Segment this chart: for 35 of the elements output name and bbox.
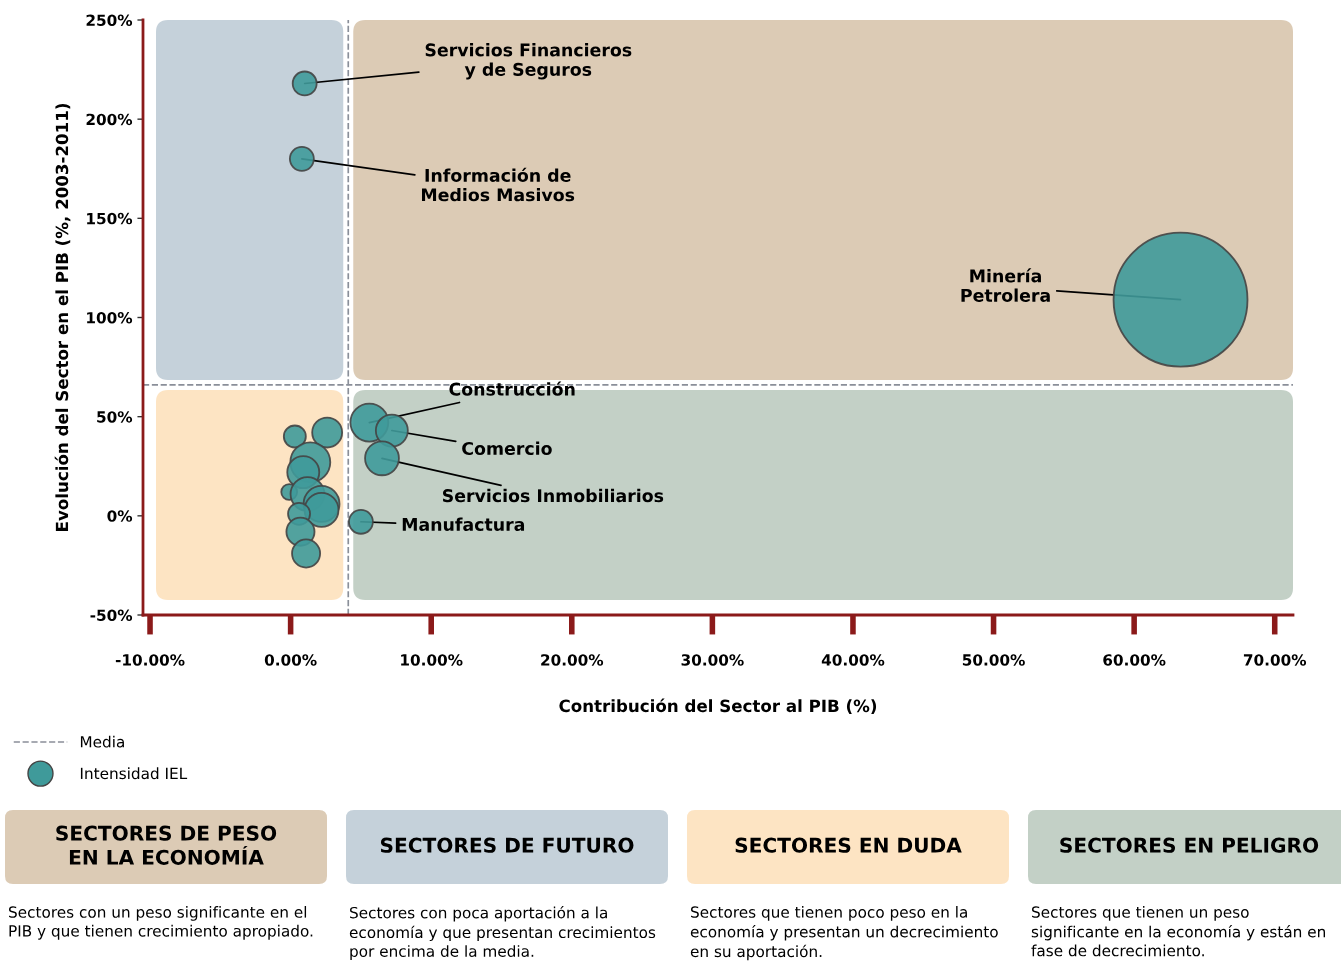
annotation: Servicios Inmobiliarios — [442, 488, 664, 503]
annotation: Comercio — [462, 441, 552, 456]
text: Sectores con un peso significante en el PIB y que tienen crecimiento apropiado. — [9, 906, 313, 940]
legend-label: Intensidad IEL — [80, 767, 188, 780]
text: SECTORES DE PESO EN LA ECONOMÍA — [56, 825, 277, 865]
legend-label: Media — [80, 735, 124, 748]
y-tick-label: 250% — [86, 14, 133, 27]
text: Sectores que tienen un peso significante en la economía y están en fase de decrecimiento. — [1031, 906, 1325, 957]
x-tick-label: 10.00% — [401, 654, 463, 666]
text: Sectores que tienen poco peso en la economía y presentan un decrecimiento en su aportación. — [690, 906, 998, 961]
y-tick-label: 100% — [87, 311, 133, 324]
annotation: Información de Medios Masivos — [422, 167, 575, 202]
x-tick-label: 40.00% — [821, 654, 885, 666]
y-tick-label: 200% — [86, 113, 133, 126]
annotation: Construcción — [449, 381, 575, 396]
y-tick-label: 50% — [97, 411, 133, 423]
y-axis-title: Evolución del Sector en el PIB (%, 2003-2011) — [54, 104, 71, 531]
text: SECTORES EN PELIGRO — [1060, 837, 1319, 853]
annotation: Manufactura — [402, 517, 525, 531]
x-tick-label: -10.00% — [115, 654, 185, 666]
text: Sectores con poca aportación a la economía y que presentan crecimientos por encima de la media. — [349, 906, 656, 960]
y-tick-label: 0% — [107, 510, 133, 522]
x-tick-label: 60.00% — [1103, 654, 1166, 666]
x-tick-label: 70.00% — [1243, 654, 1307, 666]
text: SECTORES DE FUTURO — [380, 837, 634, 853]
y-tick-label: -50% — [90, 609, 133, 622]
x-tick-label: 20.00% — [541, 654, 604, 666]
annotation: Minería Petrolera — [961, 268, 1050, 302]
text: SECTORES EN DUDA — [735, 837, 962, 853]
x-axis-title: Contribución del Sector al PIB (%) — [559, 698, 877, 715]
x-tick-label: 30.00% — [681, 654, 744, 666]
x-tick-label: 0.00% — [264, 654, 317, 666]
annotation: Servicios Financieros y de Seguros — [425, 43, 632, 80]
x-tick-label: 50.00% — [962, 654, 1025, 666]
y-tick-label: 150% — [87, 212, 133, 225]
